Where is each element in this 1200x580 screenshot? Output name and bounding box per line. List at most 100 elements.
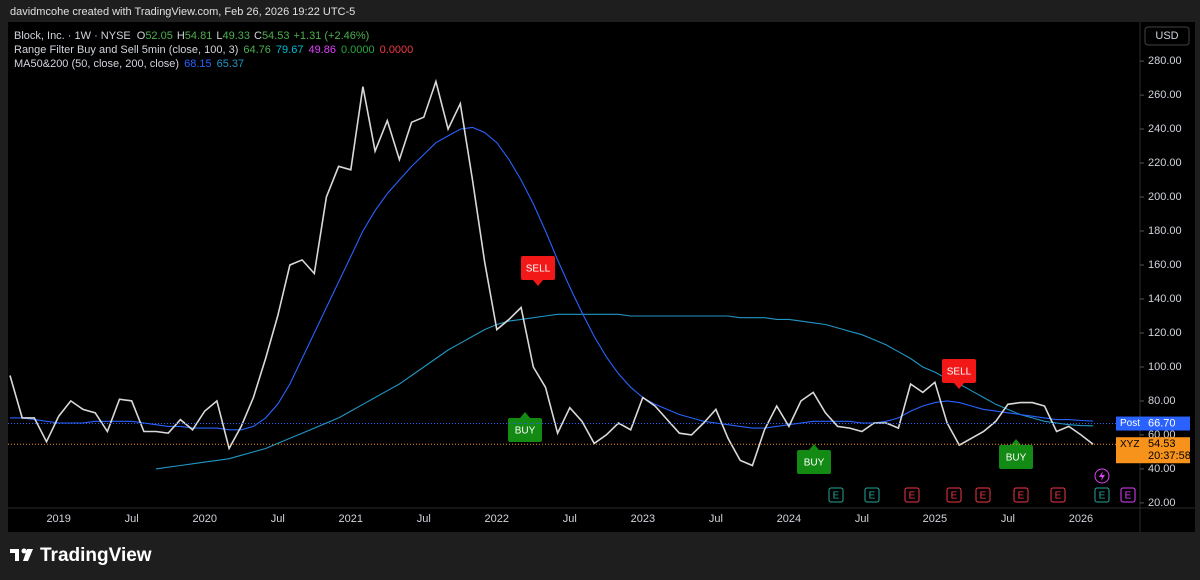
earnings-label: E <box>909 491 916 502</box>
header-text: Range Filter Buy and Sell 5min (close, 1… <box>14 44 238 56</box>
signal: SELL <box>942 359 976 389</box>
x-tick-label: Jul <box>125 513 139 525</box>
earnings-label: E <box>980 491 987 502</box>
brand: TradingView <box>40 545 152 566</box>
post-name: Post <box>1120 418 1140 429</box>
signal-box <box>999 445 1033 469</box>
x-tick-label: 2026 <box>1069 513 1093 525</box>
currency[interactable]: USD <box>1155 30 1178 42</box>
x-tick-label: 2023 <box>631 513 655 525</box>
earnings-marker <box>904 487 920 503</box>
x-tick-label: 2021 <box>339 513 363 525</box>
y-tick-label: 40.00 <box>1148 463 1176 475</box>
x-tick-label: 2019 <box>46 513 70 525</box>
y-tick-label: 80.00 <box>1148 395 1176 407</box>
header-text: H <box>177 30 185 42</box>
signal: SELL <box>521 256 555 286</box>
header-text: 0.0000 <box>341 44 375 56</box>
signal-box <box>521 256 555 280</box>
header-text: 79.67 <box>276 44 304 56</box>
y-tick-label: 140.00 <box>1148 293 1182 305</box>
x-tick-label: 2024 <box>777 513 801 525</box>
signal-label: BUY <box>804 458 825 469</box>
signal-tip <box>520 412 530 418</box>
header-text: 0.0000 <box>380 44 414 56</box>
earnings-label: E <box>951 491 958 502</box>
signal-tip <box>809 444 819 450</box>
post-tag <box>1116 416 1190 431</box>
y-tick-label: 100.00 <box>1148 361 1182 373</box>
y-tick-label: 20.00 <box>1148 497 1176 509</box>
earnings-marker <box>946 487 962 503</box>
signal-label: BUY <box>1006 453 1027 464</box>
earnings-label: E <box>1055 491 1062 502</box>
signal-box <box>797 450 831 474</box>
y-tick-label: 240.00 <box>1148 123 1182 135</box>
y-tick-label: 260.00 <box>1148 89 1182 101</box>
signal-label: SELL <box>947 367 972 378</box>
plot-area <box>8 22 1195 532</box>
header-text: 52.05 <box>145 30 173 42</box>
header-text: 49.86 <box>308 44 336 56</box>
signal-tip <box>533 280 543 286</box>
x-tick-label: Jul <box>1001 513 1015 525</box>
earnings-label: E <box>1099 491 1106 502</box>
header-text: 49.33 <box>222 30 250 42</box>
header-text: 54.53 <box>262 30 290 42</box>
header-text: Block, Inc. · 1W · NYSE <box>14 30 131 42</box>
currency-button[interactable] <box>1144 26 1190 46</box>
last-tag <box>1116 437 1190 464</box>
y-tick-label: 120.00 <box>1148 327 1182 339</box>
tv-logo <box>10 548 33 561</box>
signal-tip <box>954 383 964 389</box>
dividend-icon <box>1094 468 1110 484</box>
x-tick-label: 2022 <box>485 513 509 525</box>
y-tick-label: 280.00 <box>1148 55 1182 67</box>
header-text: MA50&200 (50, close, 200, close) <box>14 58 179 70</box>
header-text: +1.31 (+2.46%) <box>293 30 369 42</box>
signal-tip <box>1011 439 1021 445</box>
x-tick-label: Jul <box>563 513 577 525</box>
post-label: 66.70 <box>1148 417 1176 429</box>
x-tick-label: 2025 <box>923 513 947 525</box>
y-tick-label: 160.00 <box>1148 259 1182 271</box>
header-text: C <box>254 30 262 42</box>
earnings-marker <box>1120 487 1136 503</box>
earnings-label: E <box>1018 491 1025 502</box>
x-tick-label: Jul <box>271 513 285 525</box>
earnings-label: E <box>1125 491 1132 502</box>
signal-box <box>942 359 976 383</box>
series-line <box>155 313 1094 470</box>
last-label: 54.53 <box>1148 438 1176 450</box>
earnings-marker <box>1013 487 1029 503</box>
countdown: 20:37:58 <box>1148 450 1191 462</box>
x-tick-label: Jul <box>709 513 723 525</box>
earnings-marker <box>1094 487 1110 503</box>
earnings-marker <box>1050 487 1066 503</box>
earnings-marker <box>864 487 880 503</box>
earnings-label: E <box>833 491 840 502</box>
y-tick-label: 200.00 <box>1148 191 1182 203</box>
signal: BUY <box>999 439 1033 469</box>
dividend-bolt <box>1099 471 1105 481</box>
series-line <box>9 78 1094 467</box>
earnings-marker <box>828 487 844 503</box>
header-text: 54.81 <box>185 30 213 42</box>
credit: davidmcohe created with TradingView.com,… <box>10 6 355 18</box>
signal-label: BUY <box>515 426 536 437</box>
header-text: O <box>137 30 146 42</box>
y-tick-label: 180.00 <box>1148 225 1182 237</box>
header-text: L <box>216 30 222 42</box>
signal: BUY <box>797 444 831 474</box>
header-text: 65.37 <box>217 58 245 70</box>
header-text: 68.15 <box>184 58 212 70</box>
earnings-marker <box>975 487 991 503</box>
earnings-label: E <box>869 491 876 502</box>
x-tick-label: Jul <box>417 513 431 525</box>
signal-label: SELL <box>526 264 551 275</box>
y-tick-label: 220.00 <box>1148 157 1182 169</box>
x-tick-label: 2020 <box>192 513 216 525</box>
header-text: 64.76 <box>243 44 271 56</box>
